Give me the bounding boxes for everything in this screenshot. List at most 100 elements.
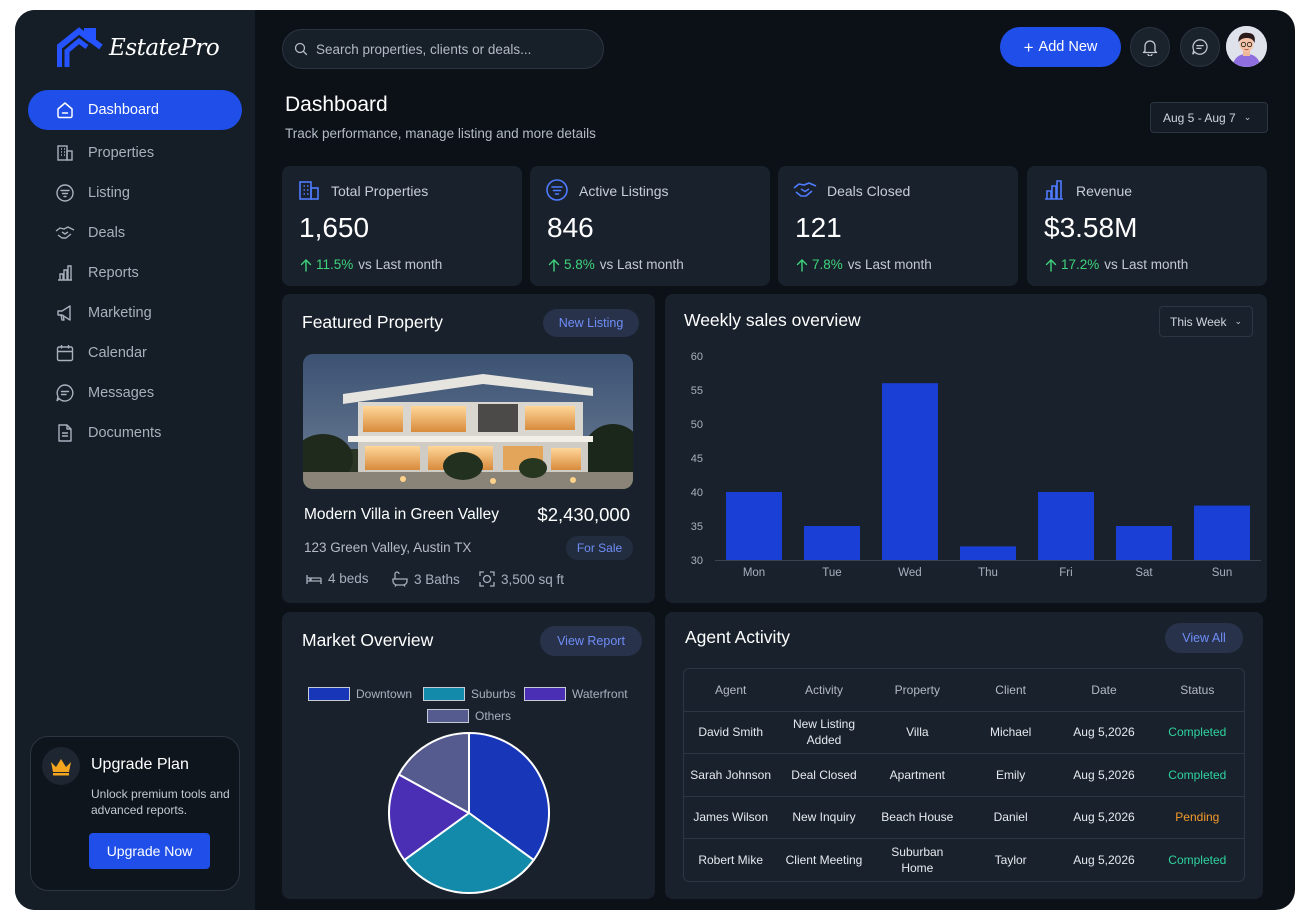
pie-slice-others[interactable] [397,732,470,814]
column-header[interactable]: Agent [684,669,778,712]
table-row[interactable]: James Wilson New Inquiry Beach House Dan… [684,796,1244,839]
column-header[interactable]: Date [1057,669,1151,712]
bar-wed[interactable] [882,383,938,560]
page-title: Dashboard [285,93,388,116]
messages-button[interactable] [1180,27,1220,67]
stat-change-suffix: vs Last month [358,257,443,272]
property-name[interactable]: Modern Villa in Green Valley [304,506,499,523]
upgrade-plan-card: Upgrade Plan Unlock premium tools and ad… [30,736,240,891]
search-icon [294,42,308,56]
bar-thu[interactable] [960,546,1016,560]
legend-label: Waterfront [572,687,628,701]
add-new-button[interactable]: + Add New [1000,27,1121,67]
bar-fri[interactable] [1038,492,1094,560]
sidebar-item-reports[interactable]: Reports [28,253,242,293]
filter-icon [546,179,568,201]
y-tick-label: 50 [691,419,703,431]
stat-label: Active Listings [579,183,669,199]
column-header[interactable]: Activity [777,669,871,712]
pie-slice-waterfront[interactable] [388,773,470,862]
sidebar: EstatePro Dashboard Properties Listing [15,10,255,910]
handshake-icon [55,223,75,243]
sidebar-item-properties[interactable]: Properties [28,133,242,173]
bar-tue[interactable] [804,526,860,560]
brand-logo[interactable]: EstatePro [57,26,220,70]
x-tick-label: Thu [978,567,998,579]
view-report-button[interactable]: View Report [540,626,642,656]
arrow-up-icon [796,258,808,272]
period-select[interactable]: This Week ⌄ [1159,306,1253,337]
sidebar-item-calendar[interactable]: Calendar [28,333,242,373]
column-header[interactable]: Client [963,669,1058,712]
legend-label: Downtown [356,687,413,701]
sidebar-item-label: Properties [88,145,155,161]
property-cell: Suburban Home [891,845,944,875]
property-cell: Villa [870,711,964,754]
sidebar-item-messages[interactable]: Messages [28,373,242,413]
sidebar-item-label: Calendar [88,345,147,361]
property-photo[interactable] [303,354,633,489]
y-tick-label: 60 [691,351,703,363]
sidebar-item-documents[interactable]: Documents [28,413,242,453]
stat-card-active-listings: Active Listings 846 5.8% vs Last month [530,166,770,286]
stat-change-percent: 11.5% [316,257,354,272]
column-header[interactable]: Property [870,669,964,712]
date-cell: Aug 5,2026 [1057,711,1151,754]
table-row[interactable]: David Smith New Listing Added Villa Mich… [684,711,1244,754]
legend-swatch [423,687,465,701]
date-range-value: Aug 5 - Aug 7 [1163,110,1236,125]
bar-mon[interactable] [726,492,782,560]
view-all-button[interactable]: View All [1165,623,1243,653]
date-cell: Aug 5,2026 [1057,753,1151,797]
sidebar-item-label: Marketing [88,305,152,321]
legend-item-others[interactable]: Others [427,709,511,723]
date-cell: Aug 5,2026 [1057,796,1151,839]
status-cell: Completed [1150,753,1244,797]
baths-info: 3 Baths [392,571,460,587]
pie-slice-suburbs[interactable] [403,812,535,894]
sidebar-item-marketing[interactable]: Marketing [28,293,242,333]
stat-change-percent: 7.8% [812,257,843,272]
status-cell: Completed [1150,711,1244,754]
stat-card-total-properties: Total Properties 1,650 11.5% vs Last mon… [282,166,522,286]
sidebar-item-dashboard[interactable]: Dashboard [28,90,242,130]
bar-sun[interactable] [1194,505,1250,560]
stat-change-suffix: vs Last month [847,257,932,272]
beds-info: 4 beds [306,571,369,586]
stat-change-percent: 17.2% [1061,257,1100,272]
user-avatar[interactable] [1226,26,1267,67]
market-pie-chart [388,732,550,894]
legend-item-suburbs[interactable]: Suburbs [423,687,516,701]
agent-activity-table: Agent Activity Property Client Date Stat… [683,668,1245,882]
beds-label: 4 beds [328,571,369,586]
property-cell: Beach House [870,796,964,839]
column-header[interactable]: Status [1150,669,1244,712]
status-cell: Completed [1168,853,1227,867]
agent-cell: James Wilson [684,796,778,839]
date-range-select[interactable]: Aug 5 - Aug 7 ⌄ [1150,102,1268,133]
x-tick-label: Sun [1212,567,1232,579]
sidebar-item-deals[interactable]: Deals [28,213,242,253]
table-row[interactable]: Robert Mike Client Meeting Suburban Home… [684,839,1244,882]
new-listing-badge[interactable]: New Listing [543,309,639,337]
bed-icon [306,574,322,584]
sidebar-item-label: Listing [88,185,130,201]
search-bar[interactable] [282,29,604,69]
stat-change-percent: 5.8% [564,257,595,272]
weekly-bar-chart: 30 35 40 45 50 55 60 Mon Tue Wed Thu Fri Sat Sun [691,351,1261,579]
upgrade-now-button[interactable]: Upgrade Now [89,833,210,869]
chevron-down-icon: ⌄ [1234,316,1243,326]
notifications-button[interactable] [1130,27,1170,67]
legend-item-waterfront[interactable]: Waterfront [524,687,628,701]
pie-slice-downtown[interactable] [468,732,550,862]
table-row[interactable]: Sarah Johnson Deal Closed Apartment Emil… [684,753,1244,797]
sidebar-item-listing[interactable]: Listing [28,173,242,213]
featured-property-card: Featured Property New Listing [282,294,655,603]
search-input[interactable] [316,41,596,57]
activity-cell: Deal Closed [777,753,871,797]
bar-sat[interactable] [1116,526,1172,560]
client-cell: Taylor [994,853,1027,867]
legend-item-downtown[interactable]: Downtown [308,687,412,701]
plus-icon: + [1023,37,1034,57]
period-value: This Week [1170,314,1227,329]
